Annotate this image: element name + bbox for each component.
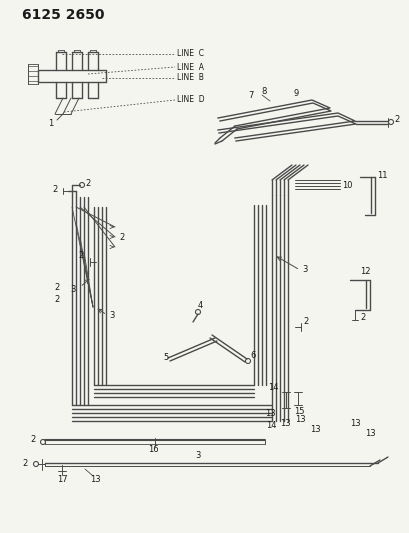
Text: 11: 11 <box>376 171 387 180</box>
Text: LINE  D: LINE D <box>177 95 204 104</box>
Text: 2: 2 <box>54 295 59 304</box>
Text: 14: 14 <box>267 384 278 392</box>
Text: 9: 9 <box>293 90 299 99</box>
Text: 2: 2 <box>54 282 59 292</box>
Text: 2: 2 <box>119 232 124 241</box>
Text: LINE  A: LINE A <box>177 62 204 71</box>
Text: 2: 2 <box>52 184 57 193</box>
Text: 5: 5 <box>163 353 168 362</box>
Text: 13: 13 <box>309 425 320 434</box>
Text: 3: 3 <box>109 311 114 319</box>
Text: 13: 13 <box>294 416 305 424</box>
Text: 17: 17 <box>57 474 67 483</box>
Text: 6: 6 <box>249 351 255 360</box>
Text: 2: 2 <box>78 252 83 261</box>
Text: 2: 2 <box>22 458 27 467</box>
Text: 10: 10 <box>341 181 352 190</box>
Text: 14: 14 <box>265 421 276 430</box>
Text: 13: 13 <box>90 474 100 483</box>
Text: 7: 7 <box>247 92 253 101</box>
Text: 2: 2 <box>359 313 364 322</box>
Text: 13: 13 <box>264 408 275 417</box>
Text: 3: 3 <box>70 285 75 294</box>
Text: 12: 12 <box>359 268 370 277</box>
Text: 3: 3 <box>301 265 307 274</box>
Text: 16: 16 <box>148 446 158 455</box>
Text: 6125 2650: 6125 2650 <box>22 8 104 22</box>
Text: 2: 2 <box>85 179 90 188</box>
Text: 4: 4 <box>198 302 203 311</box>
Text: 13: 13 <box>364 429 375 438</box>
Text: 3: 3 <box>195 451 200 461</box>
Text: 2: 2 <box>302 317 308 326</box>
Text: LINE  B: LINE B <box>177 74 203 83</box>
Text: 13: 13 <box>279 418 290 427</box>
Text: 2: 2 <box>30 435 35 445</box>
Text: 1: 1 <box>48 119 53 128</box>
Text: LINE  C: LINE C <box>177 50 204 59</box>
Text: 8: 8 <box>261 87 266 96</box>
Text: 15: 15 <box>293 408 304 416</box>
Text: 13: 13 <box>349 418 360 427</box>
Text: 2: 2 <box>393 116 398 125</box>
